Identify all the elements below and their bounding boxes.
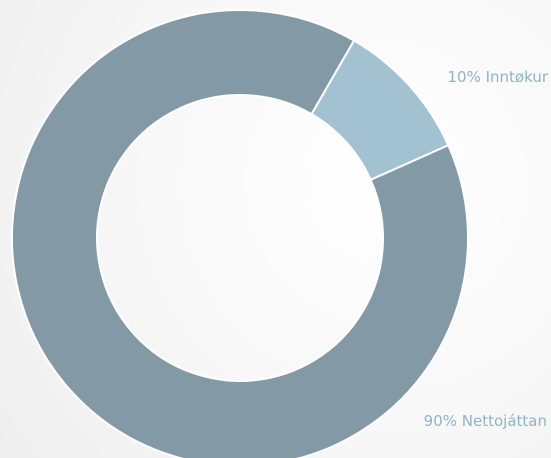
donut-slice-net [11, 9, 469, 458]
slice-label-income: 10% Inntøkur [447, 68, 548, 86]
donut-slices [11, 9, 469, 458]
slice-label-net: 90% Nettojáttan [423, 412, 547, 430]
